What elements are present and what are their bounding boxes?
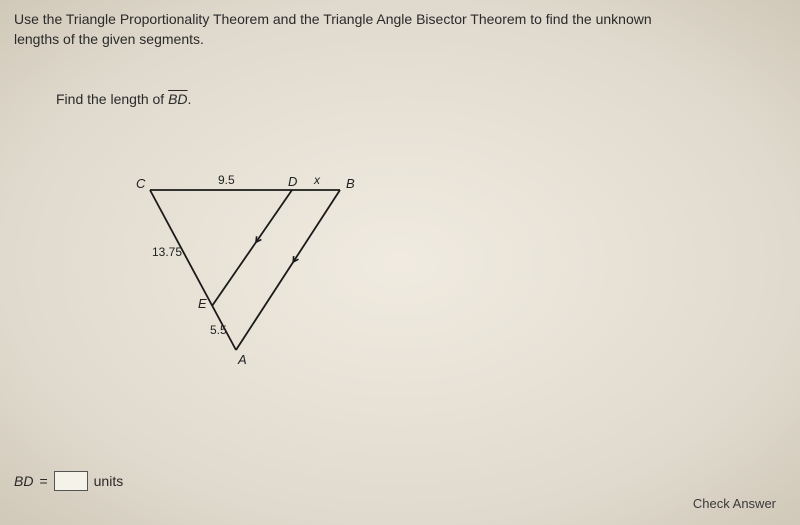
answer-eq: = bbox=[39, 473, 47, 489]
instructions-line2: lengths of the given segments. bbox=[14, 30, 786, 50]
answer-input[interactable] bbox=[54, 471, 88, 491]
svg-text:5.5: 5.5 bbox=[210, 323, 227, 337]
prompt-suffix: . bbox=[188, 91, 192, 107]
answer-lhs: BD bbox=[14, 473, 33, 489]
svg-text:x: x bbox=[313, 173, 321, 187]
svg-text:E: E bbox=[198, 296, 207, 311]
svg-text:A: A bbox=[237, 352, 247, 367]
find-length-prompt: Find the length of BD. bbox=[56, 91, 800, 107]
prompt-prefix: Find the length of bbox=[56, 91, 168, 107]
svg-text:D: D bbox=[288, 174, 297, 189]
svg-text:9.5: 9.5 bbox=[218, 173, 235, 187]
answer-row: BD = units bbox=[14, 471, 123, 491]
answer-units: units bbox=[94, 473, 124, 489]
triangle-diagram: CDBEA 9.5x13.755.5 bbox=[130, 180, 410, 380]
diagram-svg: CDBEA 9.5x13.755.5 bbox=[130, 180, 410, 380]
check-answer-button[interactable]: Check Answer bbox=[693, 496, 776, 511]
prompt-segment: BD bbox=[168, 91, 187, 107]
svg-text:C: C bbox=[136, 176, 146, 191]
instructions-line1: Use the Triangle Proportionality Theorem… bbox=[14, 10, 786, 30]
svg-text:B: B bbox=[346, 176, 355, 191]
instructions: Use the Triangle Proportionality Theorem… bbox=[0, 0, 800, 53]
svg-text:13.75: 13.75 bbox=[152, 245, 182, 259]
